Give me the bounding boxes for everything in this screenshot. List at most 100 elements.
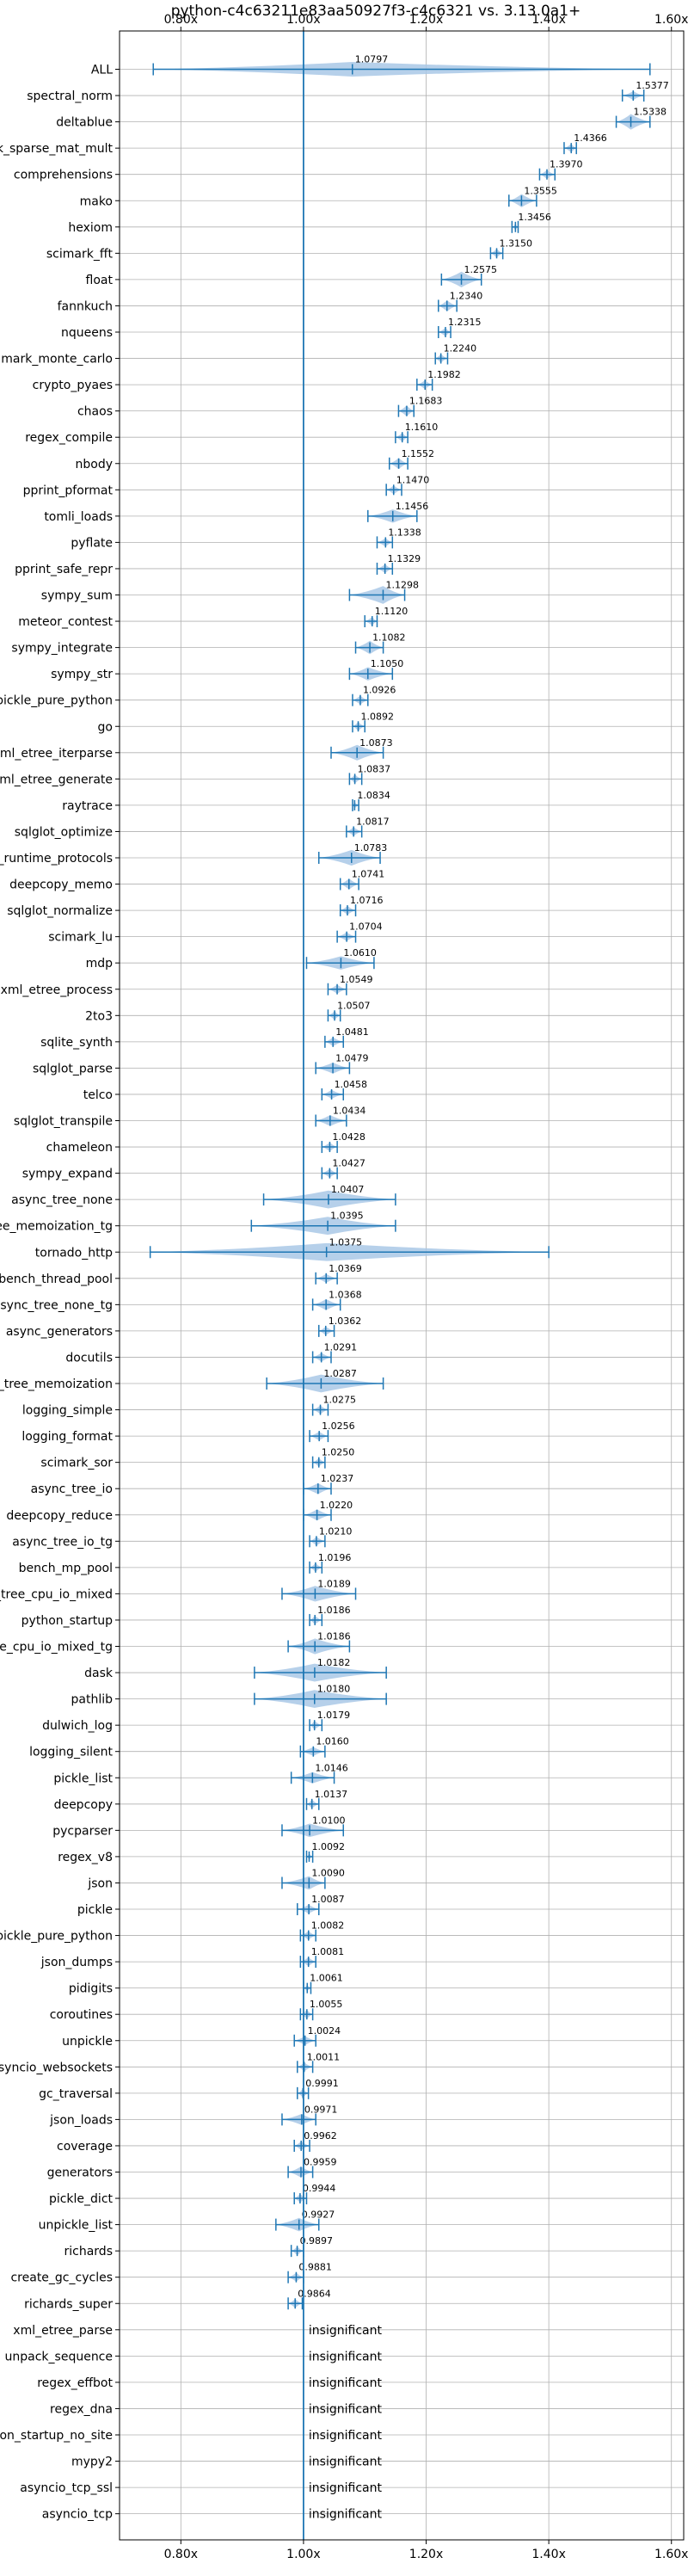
- value-label: 1.0873: [359, 737, 393, 749]
- benchmark-name-label: xml_etree_iterparse: [0, 747, 113, 761]
- value-label: 1.0237: [321, 1473, 354, 1484]
- benchmark-name-label: asyncio_websockets: [0, 2061, 113, 2074]
- value-label: 1.3970: [550, 159, 583, 170]
- value-label: 1.0291: [324, 1341, 358, 1353]
- benchmark-name-label: async_tree_none: [11, 1193, 113, 1207]
- benchmark-name-label: comprehensions: [14, 169, 113, 182]
- benchmark-name-label: pprint_pformat: [23, 484, 114, 497]
- value-label: 1.0407: [331, 1184, 365, 1195]
- benchmark-name-label: sympy_expand: [22, 1168, 113, 1181]
- benchmark-name-label: fannkuch: [58, 299, 113, 313]
- benchmark-name-label: python_startup_no_site: [0, 2429, 113, 2443]
- benchmark-name-label: ALL: [91, 64, 113, 77]
- value-label: 1.0061: [310, 1973, 343, 1984]
- value-label: 1.0082: [311, 1920, 345, 1932]
- x-tick-label-bottom: 1.20x: [409, 2548, 443, 2561]
- insignificant-label: insignificant: [309, 2508, 383, 2522]
- value-label: 1.0011: [307, 2051, 341, 2062]
- benchmark-name-label: async_generators: [6, 1325, 113, 1339]
- x-tick-label-top: 1.40x: [531, 13, 565, 27]
- insignificant-label: insignificant: [309, 2481, 383, 2495]
- benchmark-name-label: sympy_str: [51, 668, 113, 681]
- benchmark-name-label: sqlglot_parse: [33, 1062, 113, 1075]
- benchmark-name-label: hexiom: [68, 221, 113, 235]
- value-label: 1.0716: [350, 895, 384, 906]
- benchmark-name-label: deepcopy_reduce: [6, 1509, 113, 1523]
- insignificant-label: insignificant: [309, 2376, 383, 2390]
- value-label: 1.0458: [335, 1079, 368, 1090]
- benchmark-name-label: dulwich_log: [42, 1719, 113, 1733]
- benchmark-name-label: async_tree_memoization: [0, 1377, 113, 1391]
- value-label: 1.0087: [311, 1894, 345, 1905]
- benchmark-name-label: deepcopy: [54, 1798, 113, 1812]
- value-label: 0.9971: [304, 2104, 338, 2115]
- benchmark-name-label: unpickle_list: [39, 2219, 114, 2233]
- benchmark-name-label: 2to3: [85, 1009, 113, 1023]
- benchmark-name-label: float: [86, 274, 114, 287]
- benchmark-name-label: typing_runtime_protocols: [0, 852, 113, 866]
- benchmark-name-label: logging_format: [22, 1430, 113, 1444]
- benchmark-name-label: deltablue: [56, 116, 113, 130]
- value-label: 1.0834: [357, 790, 390, 801]
- value-label: 1.0434: [333, 1106, 366, 1117]
- value-label: 1.1610: [405, 422, 439, 433]
- value-label: 1.0100: [312, 1815, 346, 1826]
- value-label: 1.0256: [322, 1420, 355, 1432]
- insignificant-label: insignificant: [309, 2429, 383, 2443]
- value-label: 1.1338: [388, 527, 421, 538]
- benchmark-name-label: json_dumps: [40, 1956, 113, 1969]
- value-label: 0.9991: [305, 2078, 339, 2089]
- value-label: 1.0837: [358, 763, 391, 774]
- benchmark-name-label: async_tree_none_tg: [0, 1298, 113, 1312]
- value-label: 1.1683: [409, 396, 443, 407]
- benchmark-name-label: pidigits: [69, 1982, 113, 1996]
- benchmark-name-label: sqlglot_optimize: [15, 825, 113, 839]
- marks-layer: 1.0797 1.5377 1.5338 1.4366 1.3970 1.3555 1.34…: [149, 31, 669, 2540]
- benchmark-name-label: chameleon: [46, 1141, 113, 1155]
- value-label: 1.0090: [311, 1867, 345, 1878]
- value-label: 1.4366: [574, 132, 607, 144]
- benchmark-name-label: mdp: [86, 957, 114, 971]
- value-label: 1.1982: [427, 369, 461, 380]
- value-label: 1.0369: [329, 1263, 362, 1274]
- value-label: 1.0287: [323, 1368, 357, 1379]
- benchmark-name-label: unpickle_pure_python: [0, 694, 113, 708]
- value-label: 1.2340: [450, 290, 483, 301]
- value-label: 1.0182: [317, 1657, 351, 1668]
- insignificant-label: insignificant: [309, 2456, 383, 2469]
- benchmark-name-label: xml_etree_process: [1, 983, 113, 997]
- benchmark-name-label: tomli_loads: [44, 510, 113, 524]
- benchmark-name-label: unpickle: [62, 2035, 113, 2049]
- value-label: 1.1470: [396, 474, 430, 485]
- benchmark-name-label: go: [98, 720, 113, 734]
- value-label: 1.0146: [315, 1762, 348, 1773]
- value-label: 1.0186: [317, 1605, 351, 1616]
- value-label: 1.1298: [385, 580, 419, 591]
- value-label: 1.5377: [636, 80, 669, 91]
- benchmark-name-label: telco: [83, 1088, 113, 1102]
- benchmark-name-label: logging_simple: [22, 1404, 113, 1418]
- value-label: 1.0926: [363, 685, 396, 696]
- value-label: 1.1120: [375, 606, 408, 617]
- benchmark-name-label: tornado_http: [35, 1246, 113, 1260]
- value-label: 1.2575: [464, 264, 498, 275]
- benchmark-name-label: sqlglot_normalize: [7, 904, 113, 918]
- benchmark-name-label: coverage: [57, 2140, 113, 2154]
- benchmark-name-label: logging_silent: [29, 1746, 113, 1759]
- benchmark-name-label: xml_etree_parse: [13, 2324, 113, 2338]
- benchmark-name-label: gc_traversal: [39, 2087, 113, 2101]
- value-label: 0.9897: [300, 2235, 334, 2246]
- value-label: 1.0479: [335, 1052, 369, 1063]
- value-label: 1.0610: [343, 947, 377, 958]
- benchmark-name-label: pickle: [77, 1903, 113, 1917]
- value-label: 1.3150: [500, 237, 533, 249]
- value-label: 1.0797: [355, 54, 389, 65]
- value-label: 0.9944: [303, 2183, 336, 2194]
- value-label: 1.1552: [402, 448, 435, 459]
- benchmark-name-label: dask: [84, 1667, 114, 1680]
- benchmark-name-label: pathlib: [71, 1693, 114, 1707]
- benchmark-name-label: pprint_safe_repr: [15, 563, 113, 576]
- value-label: 1.0395: [330, 1211, 364, 1222]
- benchmark-name-label: bench_thread_pool: [0, 1273, 113, 1286]
